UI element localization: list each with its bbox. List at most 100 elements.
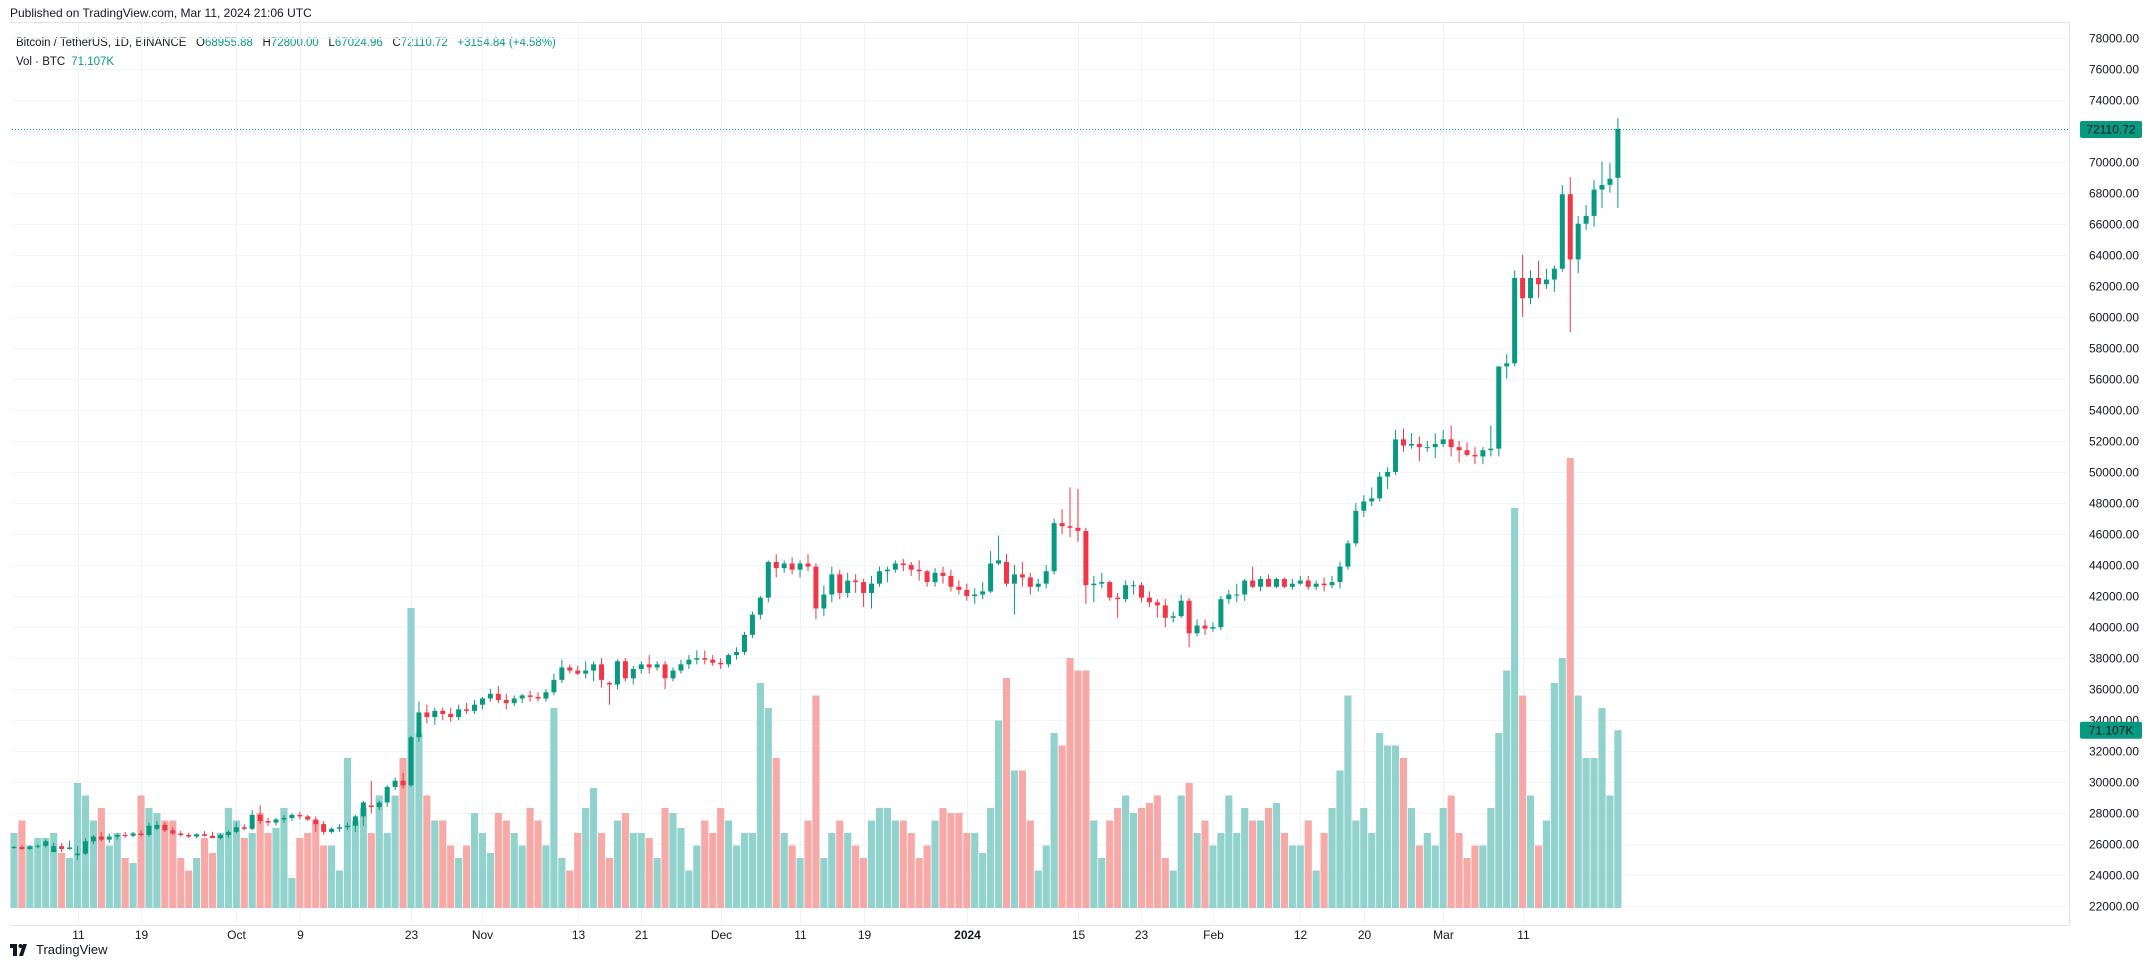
volume-bar [677, 828, 685, 908]
volume-bar [1280, 833, 1288, 908]
candle-body [980, 591, 986, 595]
candle-body [1480, 450, 1486, 457]
candle-body [1234, 594, 1240, 596]
footer-brand[interactable]: TradingView [10, 942, 108, 957]
volume-bar [709, 833, 717, 908]
candle-body [1607, 178, 1613, 185]
volume-bar [844, 833, 852, 908]
candle-body [535, 696, 541, 699]
candle-body [821, 594, 827, 609]
time-tick-label: Nov [472, 928, 493, 942]
volume-bar [979, 853, 987, 908]
volume-bar [1519, 695, 1527, 908]
candle-body [59, 846, 65, 849]
time-tick-label: 23 [1135, 928, 1149, 942]
volume-bar [463, 845, 471, 908]
candle-body [741, 634, 747, 652]
price-tick-label: 58000.00 [2089, 342, 2139, 356]
volume-bar [1145, 803, 1153, 908]
candle-body [19, 846, 25, 849]
candle-body [313, 819, 319, 825]
candle-body [472, 704, 478, 711]
low-value: 67024.96 [334, 37, 383, 49]
candle-body [1345, 543, 1351, 567]
candle-body [567, 667, 573, 671]
volume-bar [1177, 795, 1185, 908]
volume-bar [1447, 795, 1455, 908]
volume-bar [1439, 808, 1447, 908]
candle-body [1051, 523, 1057, 572]
volume-bar [1614, 730, 1622, 908]
candle-body [1099, 582, 1105, 584]
volume-bar [193, 858, 201, 908]
volume-bar [661, 808, 669, 908]
candle-body [273, 819, 279, 823]
candle-body [1377, 476, 1383, 499]
volume-bar [1090, 820, 1098, 908]
candle-body [1178, 600, 1184, 617]
candle-body [305, 816, 311, 820]
price-tick-label: 66000.00 [2089, 218, 2139, 232]
volume-bar [1415, 845, 1423, 908]
volume-bar [1582, 758, 1590, 908]
volume-bar [264, 833, 272, 908]
candle-body [1297, 580, 1303, 584]
time-tick-label: 11 [1517, 928, 1530, 942]
volume-bar [1471, 845, 1479, 908]
price-tick-label: 56000.00 [2089, 373, 2139, 387]
candle-body [773, 561, 779, 569]
volume-bar [185, 870, 193, 908]
volume-bar [1193, 833, 1201, 908]
candle-body [702, 658, 708, 660]
candle-body [1146, 597, 1152, 603]
volume-bar [883, 808, 891, 908]
candle-body [1091, 583, 1097, 586]
candle-body [527, 695, 533, 697]
candle-body [718, 662, 724, 665]
candle-body [805, 563, 811, 567]
volume-bar [518, 845, 526, 908]
candle-body [448, 713, 454, 718]
candle-body [487, 693, 493, 699]
volume-bar [891, 820, 899, 908]
candle-body [765, 561, 771, 598]
volume-bar [796, 858, 804, 908]
candle-body [837, 574, 843, 593]
volume-bar [1511, 508, 1519, 908]
candle-body [511, 698, 517, 704]
last-price-badge: 72110.72 [2080, 121, 2142, 138]
volume-bar [391, 795, 399, 908]
volume-bar [852, 845, 860, 908]
candle-body [940, 572, 946, 576]
volume-bar [375, 795, 383, 908]
volume-value: 71.107K [71, 56, 115, 68]
volume-bar [915, 858, 923, 908]
candle-body [956, 586, 962, 590]
volume-bar [1074, 670, 1082, 908]
candle-body [1408, 444, 1414, 446]
volume-bar [693, 845, 701, 908]
volume-bar [804, 820, 812, 908]
volume-bar [574, 833, 582, 908]
price-tick-label: 38000.00 [2089, 652, 2139, 666]
candle-body [233, 827, 239, 832]
time-tick-label: 11 [72, 928, 85, 942]
volume-bar [89, 820, 97, 908]
candle-body [360, 802, 366, 817]
candle-body [329, 828, 335, 832]
volume-bar [1153, 795, 1161, 908]
candle-body [813, 566, 819, 609]
last-volume-badge-bg [2080, 721, 2142, 739]
time-tick-label: 20 [1358, 928, 1372, 942]
volume-bar [923, 845, 931, 908]
candle-body [575, 670, 581, 674]
candle-body [559, 667, 565, 680]
candle-body [1218, 599, 1224, 628]
volume-bar [312, 820, 320, 908]
candle-body [1258, 579, 1264, 587]
volume-bar [486, 853, 494, 908]
time-tick-label: 23 [405, 928, 419, 942]
candle-body [988, 563, 994, 592]
candle-body [1528, 278, 1534, 299]
